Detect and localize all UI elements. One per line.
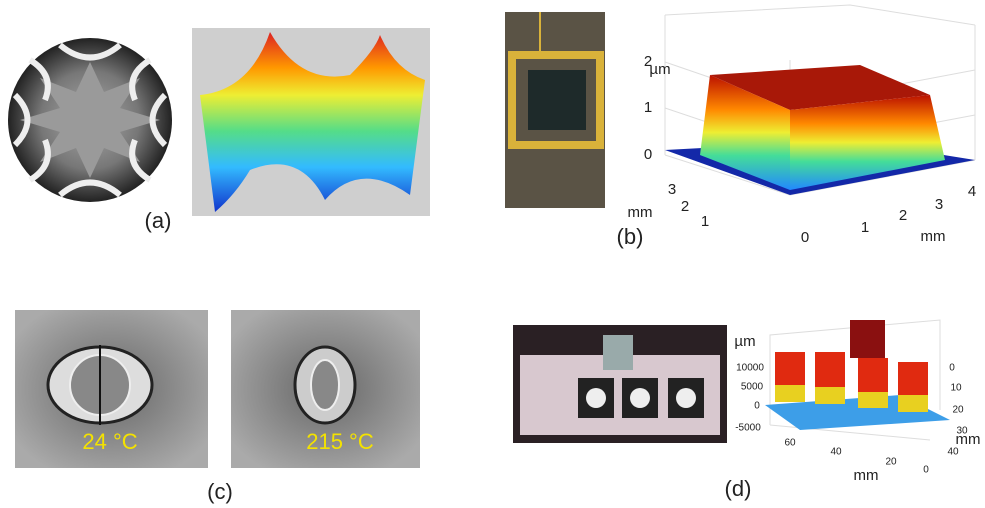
surface-plot xyxy=(765,319,950,441)
panel-label: (a) xyxy=(145,208,172,233)
z-tick-label: 0 xyxy=(754,401,760,412)
x-tick-label: 0 xyxy=(923,465,929,476)
z-unit: µm xyxy=(649,61,670,78)
panel-label: (c) xyxy=(207,479,233,504)
x-tick-label: 4 xyxy=(968,183,976,200)
saddle-surface xyxy=(192,28,430,216)
panel-label: (b) xyxy=(617,224,644,249)
y-axis-label: mm xyxy=(628,204,653,221)
x-tick-label: 60 xyxy=(784,438,796,449)
x-tick-label: 0 xyxy=(801,229,809,246)
y-tick-label: 2 xyxy=(681,198,689,215)
y-tick-label: 10 xyxy=(950,383,962,394)
z-tick-label: 1 xyxy=(644,99,652,116)
x-tick-label: 40 xyxy=(830,447,842,458)
y-tick-label: 40 xyxy=(947,447,959,458)
z-tick-label: 0 xyxy=(644,146,652,163)
y-tick-label: 0 xyxy=(949,363,955,374)
y-tick-label: 30 xyxy=(956,426,968,437)
x-axis-label: mm xyxy=(854,467,879,484)
x-tick-label: 1 xyxy=(861,219,869,236)
chip-photo xyxy=(505,12,605,208)
y-tick-label: 3 xyxy=(668,181,676,198)
x-tick-label: 2 xyxy=(899,207,907,224)
z-tick-label: -5000 xyxy=(735,423,761,434)
y-tick-label: 1 xyxy=(701,213,709,230)
interferogram xyxy=(15,310,420,468)
temperature-caption: 215 °C xyxy=(306,429,374,454)
height-map xyxy=(665,65,975,195)
sample-photo xyxy=(513,325,727,443)
fringe-pattern xyxy=(8,38,172,202)
x-axis-label: mm xyxy=(921,228,946,245)
x-tick-label: 3 xyxy=(935,196,943,213)
y-axis-label: mm xyxy=(956,431,981,448)
y-tick-label: 20 xyxy=(952,405,964,416)
z-unit: µm xyxy=(734,333,755,350)
panel-label: (d) xyxy=(725,476,752,501)
x-tick-label: 20 xyxy=(885,457,897,468)
temperature-caption: 24 °C xyxy=(82,429,137,454)
z-tick-label: 5000 xyxy=(741,382,764,393)
z-tick-label: 2 xyxy=(644,53,652,70)
z-tick-label: 10000 xyxy=(736,363,764,374)
